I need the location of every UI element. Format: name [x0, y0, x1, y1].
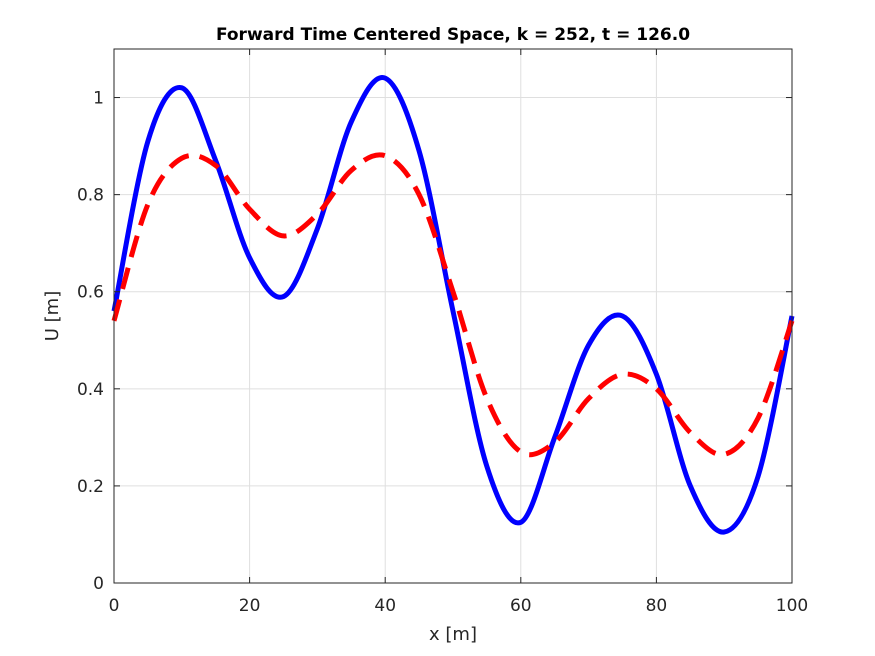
y-tick-label: 0.6 — [77, 283, 104, 303]
x-tick-label: 100 — [776, 596, 808, 616]
y-tick-label: 0 — [93, 574, 104, 594]
series-group — [111, 75, 795, 535]
chart-title: Forward Time Centered Space, k = 252, t … — [216, 25, 690, 45]
y-tick-label: 1 — [93, 89, 104, 109]
x-tick-label: 60 — [510, 596, 532, 616]
x-tick-label: 20 — [239, 596, 261, 616]
x-tick-label: 0 — [109, 596, 120, 616]
axes-box — [113, 48, 793, 584]
x-axis-label: x [m] — [429, 624, 477, 645]
y-tick-label: 0.4 — [77, 380, 104, 400]
series-line-dashed — [111, 152, 795, 458]
x-tick-label: 80 — [646, 596, 668, 616]
ticks: 0 20 40 60 80 100 0 0.2 0.4 0.6 0.8 1 — [77, 49, 808, 616]
x-tick-label: 40 — [374, 596, 396, 616]
y-axis-label: U [m] — [42, 291, 63, 341]
y-tick-label: 0.2 — [77, 477, 104, 497]
y-tick-label: 0.8 — [77, 186, 104, 206]
